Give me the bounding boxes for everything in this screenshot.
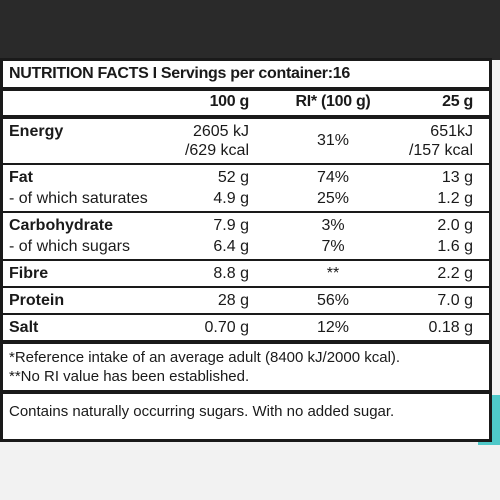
row: Protein 28 g 56% 7.0 g [3, 290, 489, 311]
row-group: Energy 2605 kJ/629 kcal 31% 651kJ/157 kcal [3, 119, 489, 165]
column-heading: 25 g [442, 93, 473, 110]
note: Contains naturally occurring sugars. Wit… [9, 403, 395, 420]
column-heading: RI* (100 g) [295, 93, 371, 110]
row-label: Carbohydrate [9, 217, 114, 234]
row-label: - of which saturates [9, 190, 148, 207]
value-cell: 7.0 g [437, 292, 473, 309]
nutrition-panel: NUTRITION FACTS I Servings per container… [0, 58, 492, 442]
value-cell: 1.2 g [437, 190, 473, 207]
row-label: Protein [9, 292, 65, 309]
footnote: *Reference intake of an average adult (8… [9, 349, 401, 366]
footnote: **No RI value has been established. [9, 368, 250, 385]
value-cell: 56% [316, 292, 350, 309]
value-cell: 52 g [217, 169, 249, 186]
value-line: /629 kcal [184, 142, 249, 159]
row: Salt 0.70 g 12% 0.18 g [3, 317, 489, 338]
row: Energy 2605 kJ/629 kcal 31% 651kJ/157 kcal [3, 121, 489, 161]
row-group: Fat 52 g 74% 13 g - of which saturates 4.9 g 2… [3, 165, 489, 213]
value-cell: 25% [316, 190, 350, 207]
row-label: Fibre [9, 265, 49, 282]
row-group: Protein 28 g 56% 7.0 g [3, 288, 489, 315]
value-cell: 28 g [217, 292, 249, 309]
value-cell: 651kJ/157 kcal [409, 122, 473, 160]
value-cell: 0.18 g [428, 319, 473, 336]
footnotes: *Reference intake of an average adult (8… [3, 344, 489, 394]
value-cell: 74% [316, 169, 350, 186]
value-line: 651kJ [430, 123, 473, 140]
value-cell: 2.2 g [437, 265, 473, 282]
value-cell: 1.6 g [437, 238, 473, 255]
column-header: 100 g RI* (100 g) 25 g [3, 91, 489, 119]
row: Fibre 8.8 g ** 2.2 g [3, 263, 489, 284]
value-cell: 8.8 g [213, 265, 249, 282]
row: Fat 52 g 74% 13 g [3, 167, 489, 188]
row: - of which sugars 6.4 g 7% 1.6 g [3, 236, 489, 257]
value-cell: 2.0 g [437, 217, 473, 234]
row: - of which saturates 4.9 g 25% 1.2 g [3, 188, 489, 209]
value-line: /157 kcal [408, 142, 473, 159]
value-cell: 3% [321, 217, 345, 234]
value-cell: 31% [316, 132, 350, 149]
value-cell: 4.9 g [213, 190, 249, 207]
value-cell: 13 g [441, 169, 473, 186]
row-group: Carbohydrate 7.9 g 3% 2.0 g - of which sugar… [3, 213, 489, 261]
value-cell: 7% [321, 238, 345, 255]
value-cell: 0.70 g [204, 319, 249, 336]
title: NUTRITION FACTS I Servings per container… [3, 61, 489, 91]
row-group: Salt 0.70 g 12% 0.18 g [3, 315, 489, 344]
column-heading: 100 g [209, 93, 250, 110]
row-group: Fibre 8.8 g ** 2.2 g [3, 261, 489, 288]
value-cell: 6.4 g [213, 238, 249, 255]
row-label: Energy [9, 123, 64, 140]
table-body: Energy 2605 kJ/629 kcal 31% 651kJ/157 kcal F… [3, 119, 489, 344]
row-label: Fat [9, 169, 33, 186]
value-line: 2605 kJ [192, 123, 249, 140]
background-strip [0, 0, 500, 60]
value-cell: 7.9 g [213, 217, 249, 234]
row-label: Salt [9, 319, 39, 336]
value-cell: 12% [316, 319, 350, 336]
value-cell: ** [326, 265, 340, 282]
row-label: - of which sugars [9, 238, 130, 255]
row: Carbohydrate 7.9 g 3% 2.0 g [3, 215, 489, 236]
value-cell: 2605 kJ/629 kcal [185, 122, 249, 160]
